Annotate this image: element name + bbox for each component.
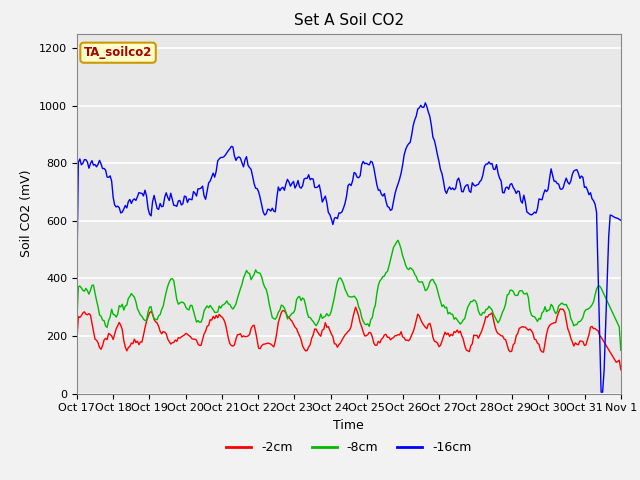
Text: TA_soilco2: TA_soilco2	[84, 46, 152, 59]
Legend: -2cm, -8cm, -16cm: -2cm, -8cm, -16cm	[221, 436, 476, 459]
X-axis label: Time: Time	[333, 419, 364, 432]
Y-axis label: Soil CO2 (mV): Soil CO2 (mV)	[20, 170, 33, 257]
Title: Set A Soil CO2: Set A Soil CO2	[294, 13, 404, 28]
